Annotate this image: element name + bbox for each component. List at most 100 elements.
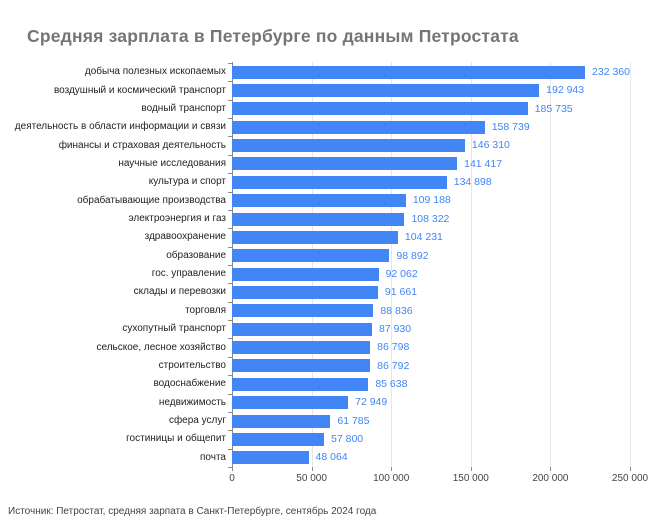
category-tick xyxy=(228,81,232,82)
value-label: 141 417 xyxy=(464,157,503,170)
category-tick xyxy=(228,118,232,119)
bar xyxy=(232,249,390,263)
category-label: финансы и страховая деятельность xyxy=(58,139,226,151)
category-tick xyxy=(228,449,232,450)
value-label: 98 892 xyxy=(396,249,429,262)
bar-row: здравоохранение 104 231 xyxy=(0,228,656,246)
gridline xyxy=(550,62,552,471)
x-axis-tick xyxy=(630,467,631,471)
category-label: научные исследования xyxy=(118,157,226,169)
category-label: здравоохранение xyxy=(144,231,226,243)
category-tick xyxy=(228,155,232,156)
bar-row: научные исследования 141 417 xyxy=(0,155,656,173)
plot-area xyxy=(232,62,631,471)
category-label: воздушный и космический транспорт xyxy=(53,84,226,96)
x-axis-tick xyxy=(232,467,233,471)
gridline xyxy=(630,62,631,471)
bar xyxy=(232,359,371,373)
bar-row: деятельность в области информации и связ… xyxy=(0,118,656,136)
category-tick xyxy=(228,210,232,211)
category-label: строительство xyxy=(158,359,226,371)
category-tick xyxy=(228,412,232,413)
x-axis-tick xyxy=(470,467,472,471)
category-tick xyxy=(228,247,232,248)
bar-row: водный транспорт 185 735 xyxy=(0,100,656,118)
x-axis-tick-label: 0 xyxy=(229,473,235,484)
bar-row: склады и перевозки 91 661 xyxy=(0,283,656,301)
category-label: сельское, лесное хозяйство xyxy=(96,341,226,353)
value-label: 185 735 xyxy=(534,102,573,115)
category-tick xyxy=(228,467,232,468)
value-label: 146 310 xyxy=(471,139,510,152)
category-tick xyxy=(228,265,232,266)
bar-row: образование 98 892 xyxy=(0,247,656,265)
value-label: 192 943 xyxy=(546,84,585,97)
bar-row: сельское, лесное хозяйство 86 798 xyxy=(0,338,656,356)
value-label: 232 360 xyxy=(592,65,630,78)
bar-rows: добыча полезных ископаемых 232 360 воздушн… xyxy=(0,63,656,467)
category-tick xyxy=(228,357,232,358)
bar xyxy=(232,267,379,281)
value-label: 134 898 xyxy=(453,176,492,189)
x-axis-tick-label: 100 000 xyxy=(373,473,410,484)
category-tick xyxy=(228,430,232,431)
bar xyxy=(232,377,369,391)
bar xyxy=(232,432,325,446)
value-label: 57 800 xyxy=(331,433,364,446)
category-label: гос. управление xyxy=(151,268,226,280)
value-label: 158 739 xyxy=(491,121,530,133)
bar-row: водоснабжение 85 638 xyxy=(0,375,656,393)
category-label: почта xyxy=(200,451,226,463)
category-tick xyxy=(228,136,232,137)
category-label: культура и спорт xyxy=(148,176,226,188)
y-axis-line xyxy=(232,62,233,471)
category-tick xyxy=(228,338,232,339)
bar xyxy=(232,139,465,153)
value-label: 86 792 xyxy=(377,359,410,372)
bar-row: гос. управление 92 062 xyxy=(0,265,656,283)
category-label: добыча полезных ископаемых xyxy=(84,66,226,78)
gridline xyxy=(311,62,313,471)
bar-row: торговля 88 836 xyxy=(0,302,656,320)
bar-row: воздушный и космический транспорт 192 943 xyxy=(0,81,656,99)
category-tick xyxy=(228,192,232,193)
value-label: 88 836 xyxy=(380,304,413,317)
bar xyxy=(232,451,309,465)
value-label: 72 949 xyxy=(355,396,388,409)
bar-row: сухопутный транспорт 87 930 xyxy=(0,320,656,338)
bar-row: финансы и страховая деятельность 146 310 xyxy=(0,136,656,154)
value-label: 108 322 xyxy=(411,212,450,225)
bar-row: строительство 86 792 xyxy=(0,357,656,375)
bar-row: почта 48 064 xyxy=(0,449,656,467)
category-label: сфера услуг xyxy=(168,415,226,426)
bar xyxy=(232,175,447,189)
category-label: гостиницы и общепит xyxy=(126,433,226,445)
category-label: обрабатывающие производства xyxy=(77,194,226,206)
x-axis-tick xyxy=(550,467,552,471)
category-tick xyxy=(228,320,232,321)
category-label: электроэнергия и газ xyxy=(128,213,226,225)
value-label: 86 798 xyxy=(377,341,410,354)
bar xyxy=(232,396,349,410)
category-label: образование xyxy=(166,249,226,261)
category-label: деятельность в области информации и связ… xyxy=(14,121,226,133)
category-label: торговля xyxy=(185,304,226,316)
x-axis-tick-label: 250 000 xyxy=(611,473,649,484)
category-tick xyxy=(228,63,232,64)
category-label: склады и перевозки xyxy=(133,286,226,298)
x-axis-tick-label: 200 000 xyxy=(532,473,569,484)
bar xyxy=(232,230,398,244)
value-label: 109 188 xyxy=(412,194,451,207)
bar-row: электроэнергия и газ 108 322 xyxy=(0,210,656,228)
value-label: 48 064 xyxy=(315,451,348,464)
category-tick xyxy=(228,302,232,303)
bar xyxy=(232,120,485,134)
value-label: 87 930 xyxy=(378,322,412,335)
category-label: сухопутный транспорт xyxy=(122,323,226,335)
bar xyxy=(232,84,540,98)
value-label: 91 661 xyxy=(384,286,418,299)
x-axis-tick-label: 150 000 xyxy=(452,473,489,484)
bar xyxy=(232,285,378,299)
bar xyxy=(232,322,372,336)
